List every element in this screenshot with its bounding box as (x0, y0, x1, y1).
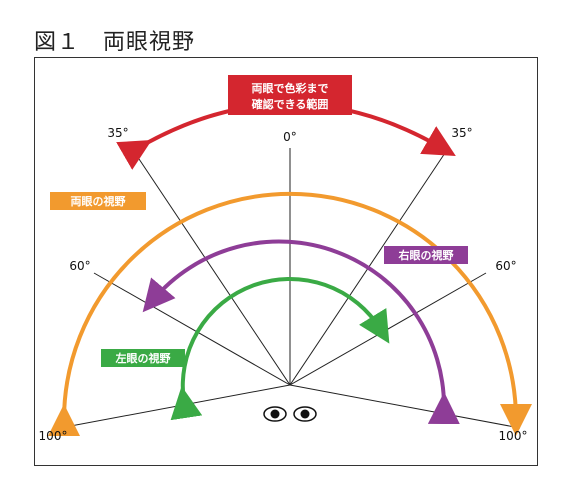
color-range-line2: 確認できる範囲 (252, 97, 329, 111)
angle-60-right-label: 60° (495, 259, 516, 273)
angle-0-label: 0° (283, 130, 297, 144)
color-range-tag (228, 75, 352, 115)
right-eye-field-arc (142, 239, 460, 425)
binocular-tag (50, 192, 146, 210)
left-eye-label: 左眼の視野 (115, 351, 171, 365)
line-100-right (289, 384, 521, 429)
diagram-frame (34, 57, 538, 466)
line-60-left (93, 272, 291, 386)
figure-title: 図１ 両眼視野 (34, 30, 196, 55)
angle-35-left-label: 35° (107, 126, 128, 140)
eyes-icon (263, 406, 317, 422)
line-100-left (59, 384, 291, 429)
angle-35-right-label: 35° (451, 126, 472, 140)
left-eye-field-arc (170, 276, 390, 421)
angle-60-left-label: 60° (69, 259, 90, 273)
angle-100-left-label: 100° (39, 429, 68, 443)
line-60-right (289, 272, 487, 386)
color-range-line1: 両眼で色彩まで (252, 81, 329, 95)
right-eye-label: 右眼の視野 (398, 248, 454, 262)
left-eye-tag (101, 349, 185, 367)
right-eye-tag (384, 246, 468, 264)
angle-100-right-label: 100° (499, 429, 528, 443)
binocular-label: 両眼の視野 (71, 194, 126, 208)
angle-lines (59, 146, 521, 429)
binocular-field-arc (47, 192, 532, 437)
